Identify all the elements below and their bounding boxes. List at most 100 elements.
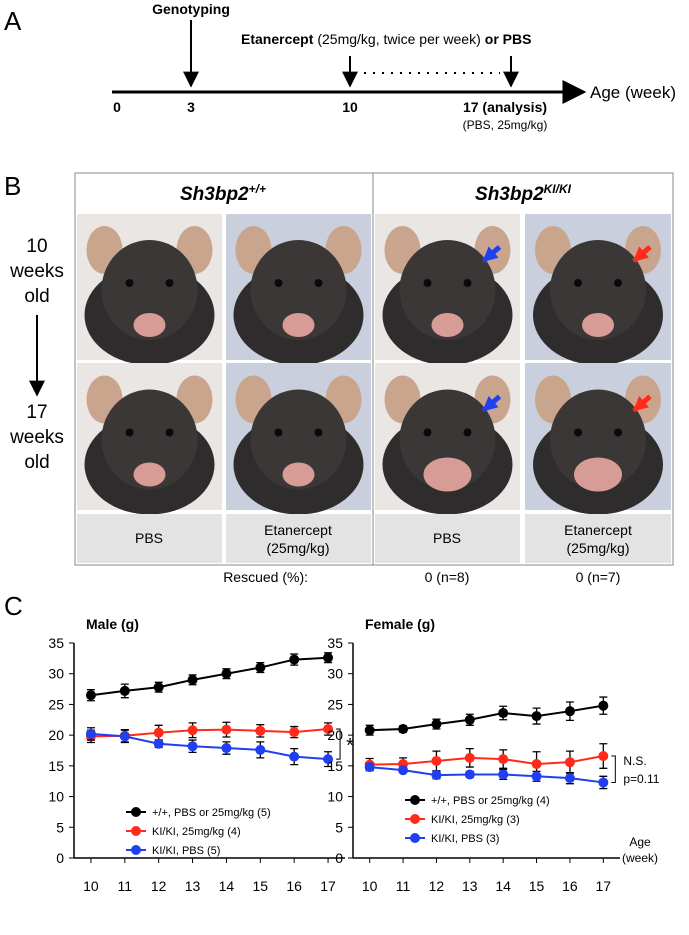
eye [463, 279, 472, 287]
indicator-arrow [481, 245, 502, 263]
treatment: (25mg/kg) [266, 540, 329, 556]
snout [133, 313, 166, 337]
timeline-label: 10 [342, 99, 358, 115]
head [250, 240, 347, 340]
indicator-arrow [632, 245, 652, 263]
photos [77, 214, 671, 515]
alt: or PBS [485, 31, 532, 47]
point [221, 668, 232, 679]
y-tick-label: 20 [327, 727, 343, 743]
treatment-label: Etanercept (25mg/kg, twice per week) or PB… [241, 31, 531, 47]
point [255, 744, 266, 755]
head [101, 389, 198, 490]
y-tick-label: 35 [48, 635, 64, 651]
point [323, 754, 334, 765]
y-tick-label: 30 [48, 666, 64, 682]
legend-label: KI/KI, PBS (3) [431, 833, 499, 845]
point [498, 708, 509, 719]
x-tick-label: 15 [253, 878, 269, 894]
point [431, 755, 442, 766]
x-tick-label: 11 [396, 878, 411, 894]
x-tick-label: 16 [286, 878, 302, 894]
snout [423, 457, 472, 492]
point [531, 759, 542, 770]
row-label: old [24, 286, 49, 307]
charts: Male (g) 0 5 10 15 20 25 30 35 10 11 12 13 14 15 16 17 +/… [48, 616, 659, 894]
legend-label: +/+, PBS or 25mg/kg (4) [431, 795, 550, 807]
point [531, 771, 542, 782]
head [399, 389, 496, 490]
mouse-photo [525, 363, 671, 515]
y-tick-label: 35 [327, 635, 343, 651]
point [221, 724, 232, 735]
row-labels: 10 weeks old 17 weeks old [9, 236, 64, 473]
mouse-photo [226, 363, 371, 515]
y-tick-label: 10 [327, 789, 343, 805]
point [187, 674, 198, 685]
line-chart: Male (g) 0 5 10 15 20 25 30 35 10 11 12 13 14 15 16 17 +/… [48, 616, 354, 894]
point [398, 765, 409, 776]
snout [282, 313, 315, 337]
bracket [336, 728, 341, 760]
point [153, 727, 164, 738]
treatment-row: PBS Etanercept (25mg/kg) PBS Etanercept … [77, 514, 671, 563]
dose: (25mg/kg, twice per week) [317, 31, 480, 47]
timeline-label: 17 (analysis) [463, 99, 547, 115]
head [550, 389, 646, 490]
x-tick-label: 17 [320, 878, 336, 894]
indicator-arrow [481, 394, 502, 413]
point [398, 724, 409, 734]
series-line [90, 728, 329, 738]
point [187, 725, 198, 736]
y-tick-label: 15 [48, 758, 64, 774]
point [464, 752, 475, 763]
timeline-label: 3 [187, 99, 195, 115]
rescued-label: Rescued (%): [223, 569, 308, 585]
row-label: old [24, 452, 49, 473]
legend-label: +/+, PBS or 25mg/kg (5) [152, 807, 271, 819]
x-tick-label: 16 [562, 878, 578, 894]
y-tick-label: 5 [335, 819, 343, 835]
annotation: p=0.11 [623, 772, 659, 786]
eye [165, 428, 174, 437]
eye [274, 428, 283, 437]
eye [614, 279, 622, 287]
point [289, 727, 300, 738]
snout [574, 457, 622, 492]
rescued-value: 0 (n=7) [576, 569, 621, 585]
x-tick-label: 12 [429, 878, 445, 894]
x-tick-label: 15 [529, 878, 545, 894]
gene: Sh3bp2 [180, 184, 249, 205]
panel-label: C [4, 591, 23, 621]
y-tick-label: 0 [335, 850, 343, 866]
point [323, 652, 334, 663]
x-tick-label: 13 [462, 878, 478, 894]
point [598, 751, 609, 762]
head [399, 240, 496, 340]
cell [525, 514, 671, 563]
legend-marker [410, 833, 420, 843]
snout [582, 313, 614, 337]
rescued-value: 0 (n=8) [425, 569, 470, 585]
legend-marker [131, 807, 141, 817]
eye [574, 428, 582, 437]
point [323, 724, 334, 734]
x-tick-label: 10 [83, 878, 99, 894]
point [85, 690, 96, 701]
eye [314, 279, 323, 287]
point [364, 762, 375, 773]
mouse-photo [77, 214, 222, 365]
row-label: weeks [9, 427, 64, 448]
series-line [90, 656, 329, 697]
mouse-photo [375, 363, 520, 515]
point [431, 770, 442, 781]
snout [133, 462, 166, 487]
snout [431, 313, 464, 337]
mouse-photo [226, 214, 371, 365]
annotation: N.S. [623, 754, 646, 768]
chart-title: Male (g) [86, 616, 139, 632]
treatment: Etanercept [264, 522, 332, 538]
annotation: * [346, 735, 354, 757]
allele: +/+ [249, 182, 266, 196]
